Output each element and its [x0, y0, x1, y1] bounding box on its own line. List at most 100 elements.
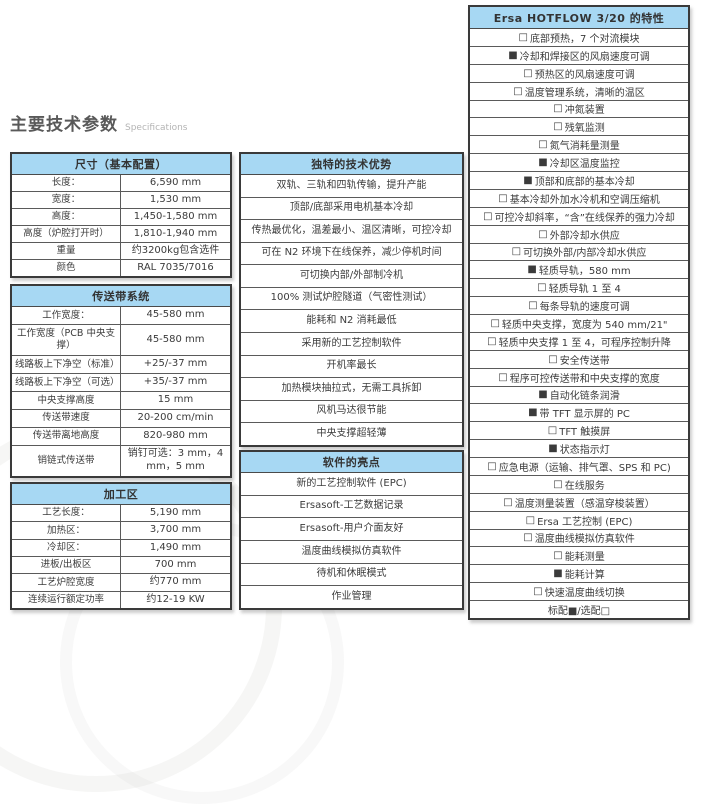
- row-value: 1,530 mm: [149, 193, 202, 205]
- table-row: 中央支撑高度 15 mm: [12, 392, 230, 410]
- feature-row: □ 温度曲线模拟仿真软件: [470, 530, 688, 548]
- feature-row: ■ 顶部和底部的基本冷却: [470, 172, 688, 190]
- table-row: 工艺长度： 5,190 mm: [12, 505, 230, 523]
- checkbox-unchecked-icon: □: [498, 192, 508, 204]
- checkbox-unchecked-icon: □: [548, 353, 558, 365]
- feature-label: 在线服务: [564, 480, 605, 492]
- row-label: 进板/出板区: [12, 556, 121, 574]
- feature-label: 底部预热，7 个对流模块: [529, 33, 640, 45]
- checkbox-unchecked-icon: □: [511, 246, 522, 258]
- feature-row: □ 在线服务: [470, 476, 688, 494]
- feature-label: 冷却和焊接区的风扇速度可调: [519, 51, 650, 63]
- feature-label: 轻质中央支撑，宽度为 540 mm/21": [501, 319, 668, 331]
- row-label: 工艺长度：: [12, 505, 121, 522]
- checkbox-unchecked-icon: □: [490, 317, 500, 329]
- row-value: 820-980 mm: [143, 429, 208, 441]
- table-row: 线路板上下净空（标准） +25/-37 mm: [12, 356, 230, 375]
- feature-row: □ 温度测量装置（感温穿梭装置）: [470, 494, 688, 512]
- checkbox-unchecked-icon: □: [518, 31, 528, 43]
- list-item: 可切换内部/外部制冷机: [241, 265, 462, 288]
- row-value: 3,700 mm: [149, 524, 202, 536]
- row-label: 工艺炉腔宽度: [12, 574, 121, 591]
- list-item: 可在 N2 环境下在线保养，减少停机时间: [241, 243, 462, 266]
- table-header: 加工区: [12, 484, 230, 505]
- checkbox-checked-icon: ■: [538, 157, 548, 169]
- table-row: 加热区： 3,700 mm: [12, 522, 230, 540]
- checkbox-unchecked-icon: □: [513, 85, 523, 97]
- feature-label: 氮气消耗量测量: [549, 141, 620, 153]
- checkbox-checked-icon: ■: [548, 443, 558, 455]
- feature-row: □ 应急电源（运输、排气罩、SPS 和 PC): [470, 458, 688, 476]
- row-label: 重量: [12, 243, 121, 259]
- list-item: 新的工艺控制软件 (EPC): [241, 473, 462, 496]
- checkbox-unchecked-icon: □: [523, 532, 533, 544]
- table-row: 传送带速度 20-200 cm/min: [12, 409, 230, 428]
- feature-row: ■ 能耗计算: [470, 565, 688, 584]
- checkbox-unchecked-icon: □: [538, 139, 548, 151]
- list-item: 中央支撑超轻薄: [316, 427, 387, 439]
- feature-label: 安全传送带: [559, 355, 610, 367]
- list-item: 待机和休眠模式: [241, 564, 462, 587]
- feature-row: ■ 冷却和焊接区的风扇速度可调: [470, 47, 688, 65]
- row-label: 长度：: [12, 175, 121, 191]
- checkbox-unchecked-icon: □: [553, 121, 563, 133]
- row-label: 高度：: [12, 209, 121, 225]
- feature-row: □ 预热区的风扇速度可调: [470, 65, 688, 83]
- feature-row: □ 能耗测量: [470, 547, 688, 566]
- row-value: 5,190 mm: [149, 506, 202, 518]
- feature-label: 残氧监测: [564, 123, 605, 135]
- checkbox-unchecked-icon: □: [487, 335, 497, 347]
- table-header: 尺寸（基本配置）: [12, 154, 230, 175]
- checkbox-checked-icon: ■: [538, 389, 548, 401]
- row-label: 工作宽度：: [12, 307, 121, 324]
- table-row: 高度（炉腔打开时） 1,810-1,940 mm: [12, 226, 230, 243]
- list-item: 双轨、三轨和四轨传输，提升产能: [241, 175, 462, 198]
- row-label: 销链式传送带: [12, 445, 121, 476]
- feature-row: □ 轻质中央支撑，宽度为 540 mm/21": [470, 315, 688, 333]
- feature-label: 可切换外部/内部冷却水供应: [523, 248, 647, 260]
- feature-label: 温度曲线模拟仿真软件: [534, 534, 635, 546]
- feature-label: 快速温度曲线切换: [544, 588, 625, 600]
- table-row: 线路板上下净空（可选） +35/-37 mm: [12, 374, 230, 392]
- table-row: 传送带离地高度 820-980 mm: [12, 427, 230, 446]
- checkbox-checked-icon: ■: [553, 568, 563, 580]
- row-label: 高度（炉腔打开时）: [12, 226, 121, 242]
- row-label: 线路板上下净空（标准）: [12, 356, 121, 374]
- software-highlights-table: 软件的亮点 新的工艺控制软件 (EPC) Ersasoft-工艺数据记录 Ersaso…: [239, 450, 464, 610]
- list-item: 传热最优化，温差最小、温区清晰，可控冷却: [241, 220, 462, 243]
- checkbox-unchecked-icon: □: [553, 550, 563, 562]
- checkbox-checked-icon: ■: [527, 264, 537, 276]
- feature-row: □ 每条导轨的速度可调: [470, 297, 688, 315]
- table-row: 进板/出板区 700 mm: [12, 556, 230, 575]
- row-label: 颜色: [12, 260, 121, 276]
- table-header: 独特的技术优势: [241, 154, 462, 175]
- feature-label: Ersa 工艺控制 (EPC): [537, 516, 633, 528]
- feature-label: 轻质中央支撑 1 至 4，可程序控制升降: [498, 337, 671, 349]
- row-label: 中央支撑高度: [12, 392, 121, 409]
- feature-label: TFT 触摸屏: [559, 427, 611, 439]
- checkbox-unchecked-icon: □: [523, 67, 533, 79]
- row-value: 6,590 mm: [149, 176, 202, 188]
- legend-row: 标配■/选配□: [547, 605, 611, 617]
- list-item: 开机率最长: [241, 356, 462, 379]
- row-value: 销钉可选：3 mm，4 mm，5 mm: [127, 448, 224, 472]
- feature-label: 顶部和底部的基本冷却: [534, 176, 635, 188]
- advantages-table: 独特的技术优势 双轨、三轨和四轨传输，提升产能 顶部/底部采用电机基本冷却 传热最优化…: [239, 152, 464, 447]
- table-header: Ersa HOTFLOW 3/20 的特性: [470, 7, 688, 29]
- row-value: 约12-19 KW: [146, 593, 205, 605]
- checkbox-unchecked-icon: □: [537, 282, 547, 294]
- row-label: 传送带速度: [12, 409, 121, 427]
- row-value: 20-200 cm/min: [137, 412, 214, 424]
- feature-row: □ 残氧监测: [470, 118, 688, 137]
- list-item: 顶部/底部采用电机基本冷却: [241, 198, 462, 221]
- checkbox-checked-icon: ■: [508, 49, 518, 61]
- feature-row: ■ 自动化链条润滑: [470, 387, 688, 405]
- feature-row: □ TFT 触摸屏: [470, 422, 688, 441]
- feature-row: □ 安全传送带: [470, 351, 688, 369]
- list-item: 能耗和 N2 消耗最低: [241, 310, 462, 334]
- feature-label: 程序可控传送带和中央支撑的宽度: [509, 373, 660, 385]
- row-value: 1,490 mm: [149, 541, 202, 553]
- feature-row: □ 冲氮装置: [470, 101, 688, 119]
- row-value: +35/-37 mm: [143, 376, 208, 388]
- page-subtitle: Specifications: [125, 123, 188, 133]
